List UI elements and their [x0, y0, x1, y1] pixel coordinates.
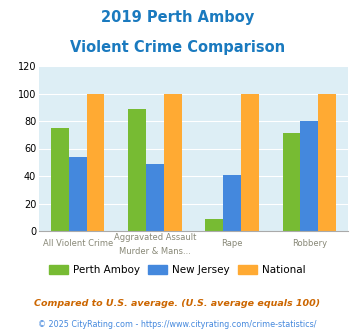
- Bar: [318, 93, 336, 231]
- Bar: [300, 121, 318, 231]
- Bar: [69, 157, 87, 231]
- Text: Aggravated Assault: Aggravated Assault: [114, 233, 196, 242]
- Text: © 2025 CityRating.com - https://www.cityrating.com/crime-statistics/: © 2025 CityRating.com - https://www.city…: [38, 320, 317, 329]
- Bar: [283, 133, 300, 231]
- Text: Murder & Mans...: Murder & Mans...: [119, 248, 191, 256]
- Text: Robbery: Robbery: [292, 239, 327, 248]
- Text: 2019 Perth Amboy: 2019 Perth Amboy: [101, 10, 254, 25]
- Bar: [51, 128, 69, 231]
- Text: Compared to U.S. average. (U.S. average equals 100): Compared to U.S. average. (U.S. average …: [34, 299, 321, 308]
- Bar: [128, 109, 146, 231]
- Text: Violent Crime Comparison: Violent Crime Comparison: [70, 40, 285, 54]
- Bar: [146, 164, 164, 231]
- Bar: [223, 175, 241, 231]
- Bar: [164, 93, 181, 231]
- Text: All Violent Crime: All Violent Crime: [43, 239, 113, 248]
- Text: Rape: Rape: [221, 239, 243, 248]
- Bar: [241, 93, 259, 231]
- Bar: [87, 93, 104, 231]
- Bar: [206, 218, 223, 231]
- Legend: Perth Amboy, New Jersey, National: Perth Amboy, New Jersey, National: [45, 261, 310, 280]
